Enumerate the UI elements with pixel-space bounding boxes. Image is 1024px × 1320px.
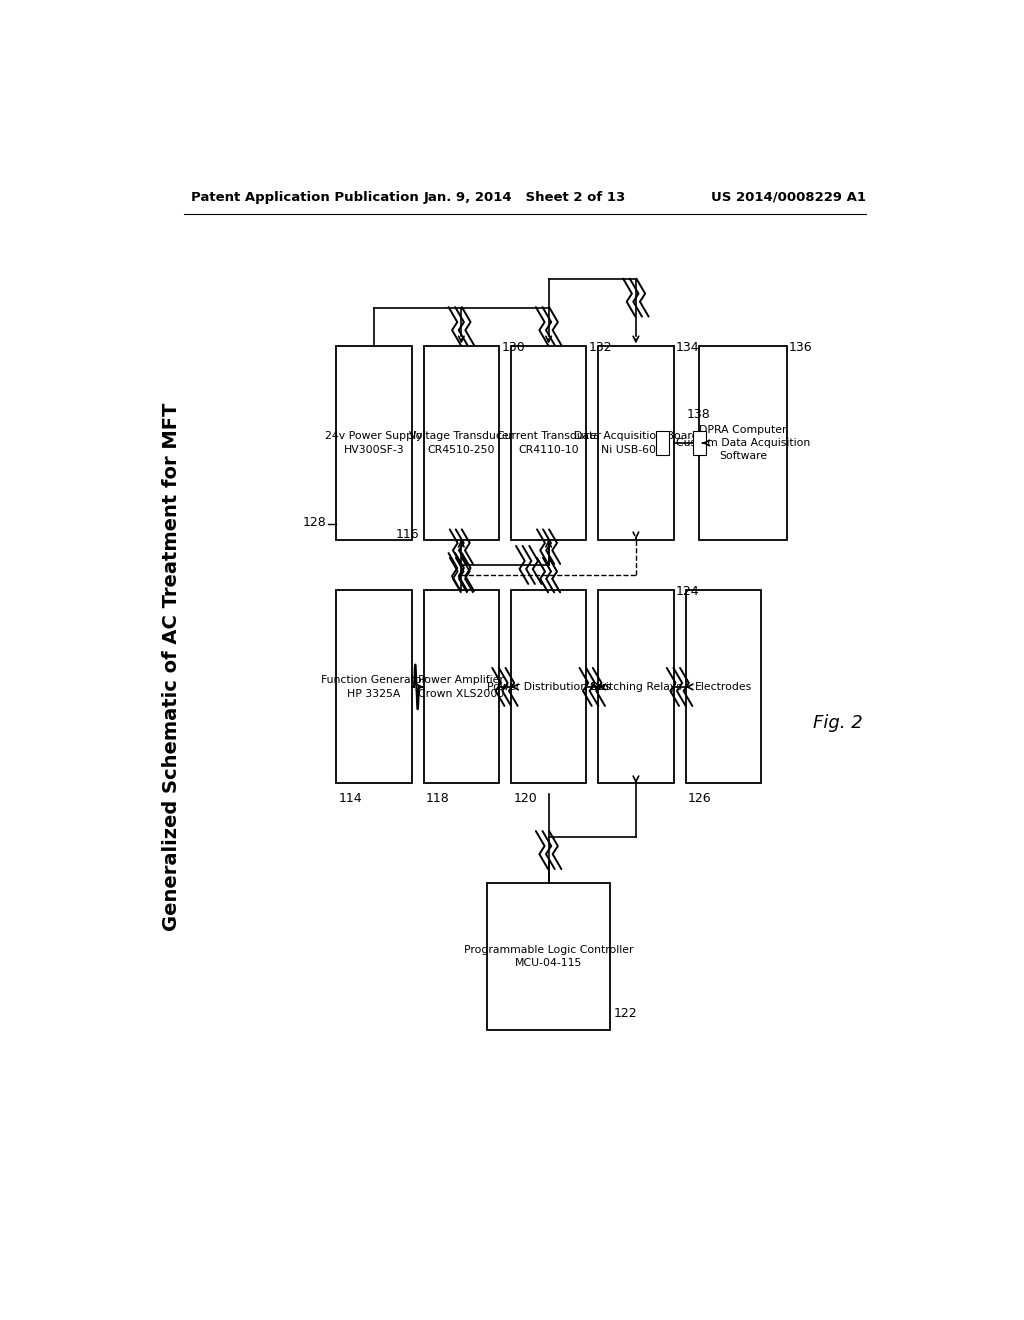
Text: 124: 124 — [676, 585, 699, 598]
Bar — [487, 883, 610, 1030]
Bar — [511, 590, 587, 784]
Text: 136: 136 — [790, 342, 813, 354]
Text: US 2014/0008229 A1: US 2014/0008229 A1 — [711, 190, 866, 203]
Text: 114: 114 — [339, 792, 362, 805]
Bar — [511, 346, 587, 540]
Bar — [693, 430, 706, 455]
Text: Current Transducer
CR4110-10: Current Transducer CR4110-10 — [497, 432, 601, 454]
Bar — [336, 346, 412, 540]
Text: Patent Application Publication: Patent Application Publication — [191, 190, 419, 203]
Text: 118: 118 — [426, 792, 450, 805]
Text: 122: 122 — [614, 1007, 638, 1020]
Text: Programmable Logic Controller
MCU-04-115: Programmable Logic Controller MCU-04-115 — [464, 945, 634, 968]
Text: 116: 116 — [396, 528, 420, 541]
Text: Jan. 9, 2014   Sheet 2 of 13: Jan. 9, 2014 Sheet 2 of 13 — [424, 190, 626, 203]
Bar — [598, 590, 674, 784]
Text: Electrodes: Electrodes — [694, 682, 752, 692]
Text: Switching Relays: Switching Relays — [590, 682, 682, 692]
Bar — [656, 430, 669, 455]
Text: Generalized Schematic of AC Treatment for MFT: Generalized Schematic of AC Treatment fo… — [162, 403, 181, 931]
Text: Function Generator
HP 3325A: Function Generator HP 3325A — [322, 676, 427, 698]
Text: Voltage Transducer
CR4510-250: Voltage Transducer CR4510-250 — [410, 432, 513, 454]
Bar — [424, 346, 499, 540]
Text: Power Distribution Bus: Power Distribution Bus — [486, 682, 610, 692]
Text: DPRA Computer
Custom Data Acquisition
Software: DPRA Computer Custom Data Acquisition So… — [676, 425, 810, 461]
Bar — [685, 590, 761, 784]
Text: 132: 132 — [589, 342, 612, 354]
Text: Power Amplifier
Crown XLS2000: Power Amplifier Crown XLS2000 — [418, 676, 505, 698]
Bar — [336, 590, 412, 784]
Text: Data Acquisition Board
Ni USB-6008: Data Acquisition Board Ni USB-6008 — [573, 432, 698, 454]
Bar — [424, 590, 499, 784]
Text: 126: 126 — [688, 792, 712, 805]
Text: 24v Power Supply
HV300SF-3: 24v Power Supply HV300SF-3 — [326, 432, 423, 454]
Text: 130: 130 — [502, 342, 525, 354]
Text: 128: 128 — [303, 516, 327, 529]
Bar — [598, 346, 674, 540]
Text: 134: 134 — [676, 342, 699, 354]
Bar — [699, 346, 786, 540]
Text: 138: 138 — [686, 408, 711, 421]
Text: Fig. 2: Fig. 2 — [813, 714, 863, 731]
Text: 120: 120 — [513, 792, 537, 805]
